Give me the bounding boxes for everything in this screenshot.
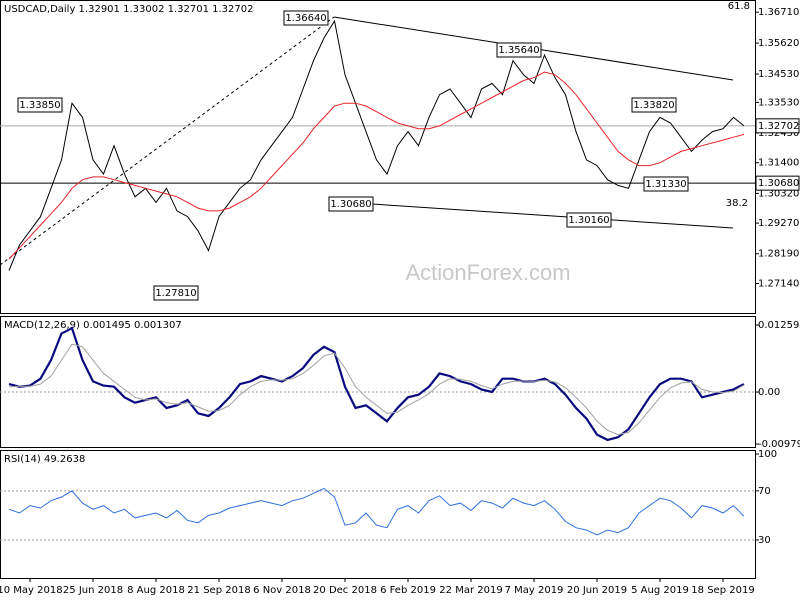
y-tick-label: 1.35620 bbox=[758, 38, 799, 49]
series-line bbox=[8, 343, 745, 436]
y-tick-label: 100 bbox=[758, 449, 777, 460]
series-line bbox=[8, 487, 745, 536]
x-tick-label: 21 Sep 2018 bbox=[187, 585, 250, 596]
x-tick-label: 10 May 2018 bbox=[0, 585, 63, 596]
fib-label: 38.2 bbox=[726, 198, 748, 209]
y-tick-label: 1.28190 bbox=[758, 249, 799, 260]
annotation-box bbox=[17, 97, 63, 113]
y-tick-label: 0.012599 bbox=[758, 320, 800, 331]
watermark: ActionForex.com bbox=[405, 260, 570, 285]
annotation: 1.31330 bbox=[645, 179, 686, 190]
price-panel bbox=[0, 0, 756, 314]
y-tick-label: 1.27140 bbox=[758, 279, 799, 290]
series-line bbox=[8, 326, 745, 442]
chart-title: USDCAD,Daily 1.32901 1.33002 1.32701 1.3… bbox=[4, 4, 254, 15]
y-tick-label: 1.31400 bbox=[758, 158, 799, 169]
macd-panel bbox=[0, 316, 756, 448]
x-tick-label: 8 Aug 2018 bbox=[127, 585, 185, 596]
fib-label: 61.8 bbox=[728, 1, 750, 12]
y-tick-label: 1.36710 bbox=[758, 7, 799, 18]
x-tick-label: 20 Dec 2018 bbox=[313, 585, 377, 596]
y-tick-label: -0.00979 bbox=[758, 439, 800, 450]
annotation-box bbox=[283, 10, 329, 26]
x-tick-label: 6 Nov 2018 bbox=[253, 585, 311, 596]
y-tick-label: 1.34530 bbox=[758, 69, 799, 80]
y-tick-label: 1.33530 bbox=[758, 97, 799, 108]
annotation: 1.27810 bbox=[155, 288, 196, 299]
annotation: 1.33850 bbox=[19, 100, 60, 111]
price-tag: 1.32702 bbox=[758, 121, 799, 132]
annotation: 1.35640 bbox=[498, 45, 539, 56]
annotation: 1.30160 bbox=[568, 215, 609, 226]
rsi-title: RSI(14) 49.2638 bbox=[4, 454, 85, 465]
price-tag-box bbox=[755, 175, 800, 191]
x-tick-label: 7 May 2019 bbox=[505, 585, 564, 596]
annotation-box bbox=[153, 285, 199, 301]
y-tick-label: 1.32450 bbox=[758, 128, 799, 139]
annotation-box bbox=[631, 97, 677, 113]
annotation-box bbox=[566, 212, 612, 228]
annotation-box bbox=[328, 196, 374, 212]
annotation: 1.36640 bbox=[285, 13, 326, 24]
x-tick-label: 25 Jun 2018 bbox=[63, 585, 123, 596]
y-tick-label: 0.00 bbox=[758, 387, 780, 398]
x-tick-label: 6 Feb 2019 bbox=[380, 585, 436, 596]
y-tick-label: 1.30320 bbox=[758, 188, 799, 199]
y-tick-label: 30 bbox=[758, 535, 771, 546]
annotation: 1.33820 bbox=[633, 100, 674, 111]
x-tick-label: 18 Sep 2019 bbox=[691, 585, 754, 596]
series-line bbox=[8, 71, 745, 260]
x-tick-label: 5 Aug 2019 bbox=[631, 585, 689, 596]
price-tag: 1.30680 bbox=[758, 178, 799, 189]
series-line bbox=[8, 19, 745, 271]
annotation-box bbox=[496, 42, 542, 58]
x-tick-label: 22 Mar 2019 bbox=[439, 585, 502, 596]
x-tick-label: 20 Jun 2019 bbox=[567, 585, 627, 596]
y-tick-label: 70 bbox=[758, 486, 771, 497]
annotation-box bbox=[643, 176, 689, 192]
rsi-panel bbox=[0, 450, 756, 579]
price-tag-box bbox=[755, 118, 800, 134]
annotation: 1.30680 bbox=[330, 199, 371, 210]
macd-title: MACD(12,26,9) 0.001495 0.001307 bbox=[4, 320, 182, 331]
trendline bbox=[371, 203, 734, 229]
y-tick-label: 1.29270 bbox=[758, 218, 799, 229]
